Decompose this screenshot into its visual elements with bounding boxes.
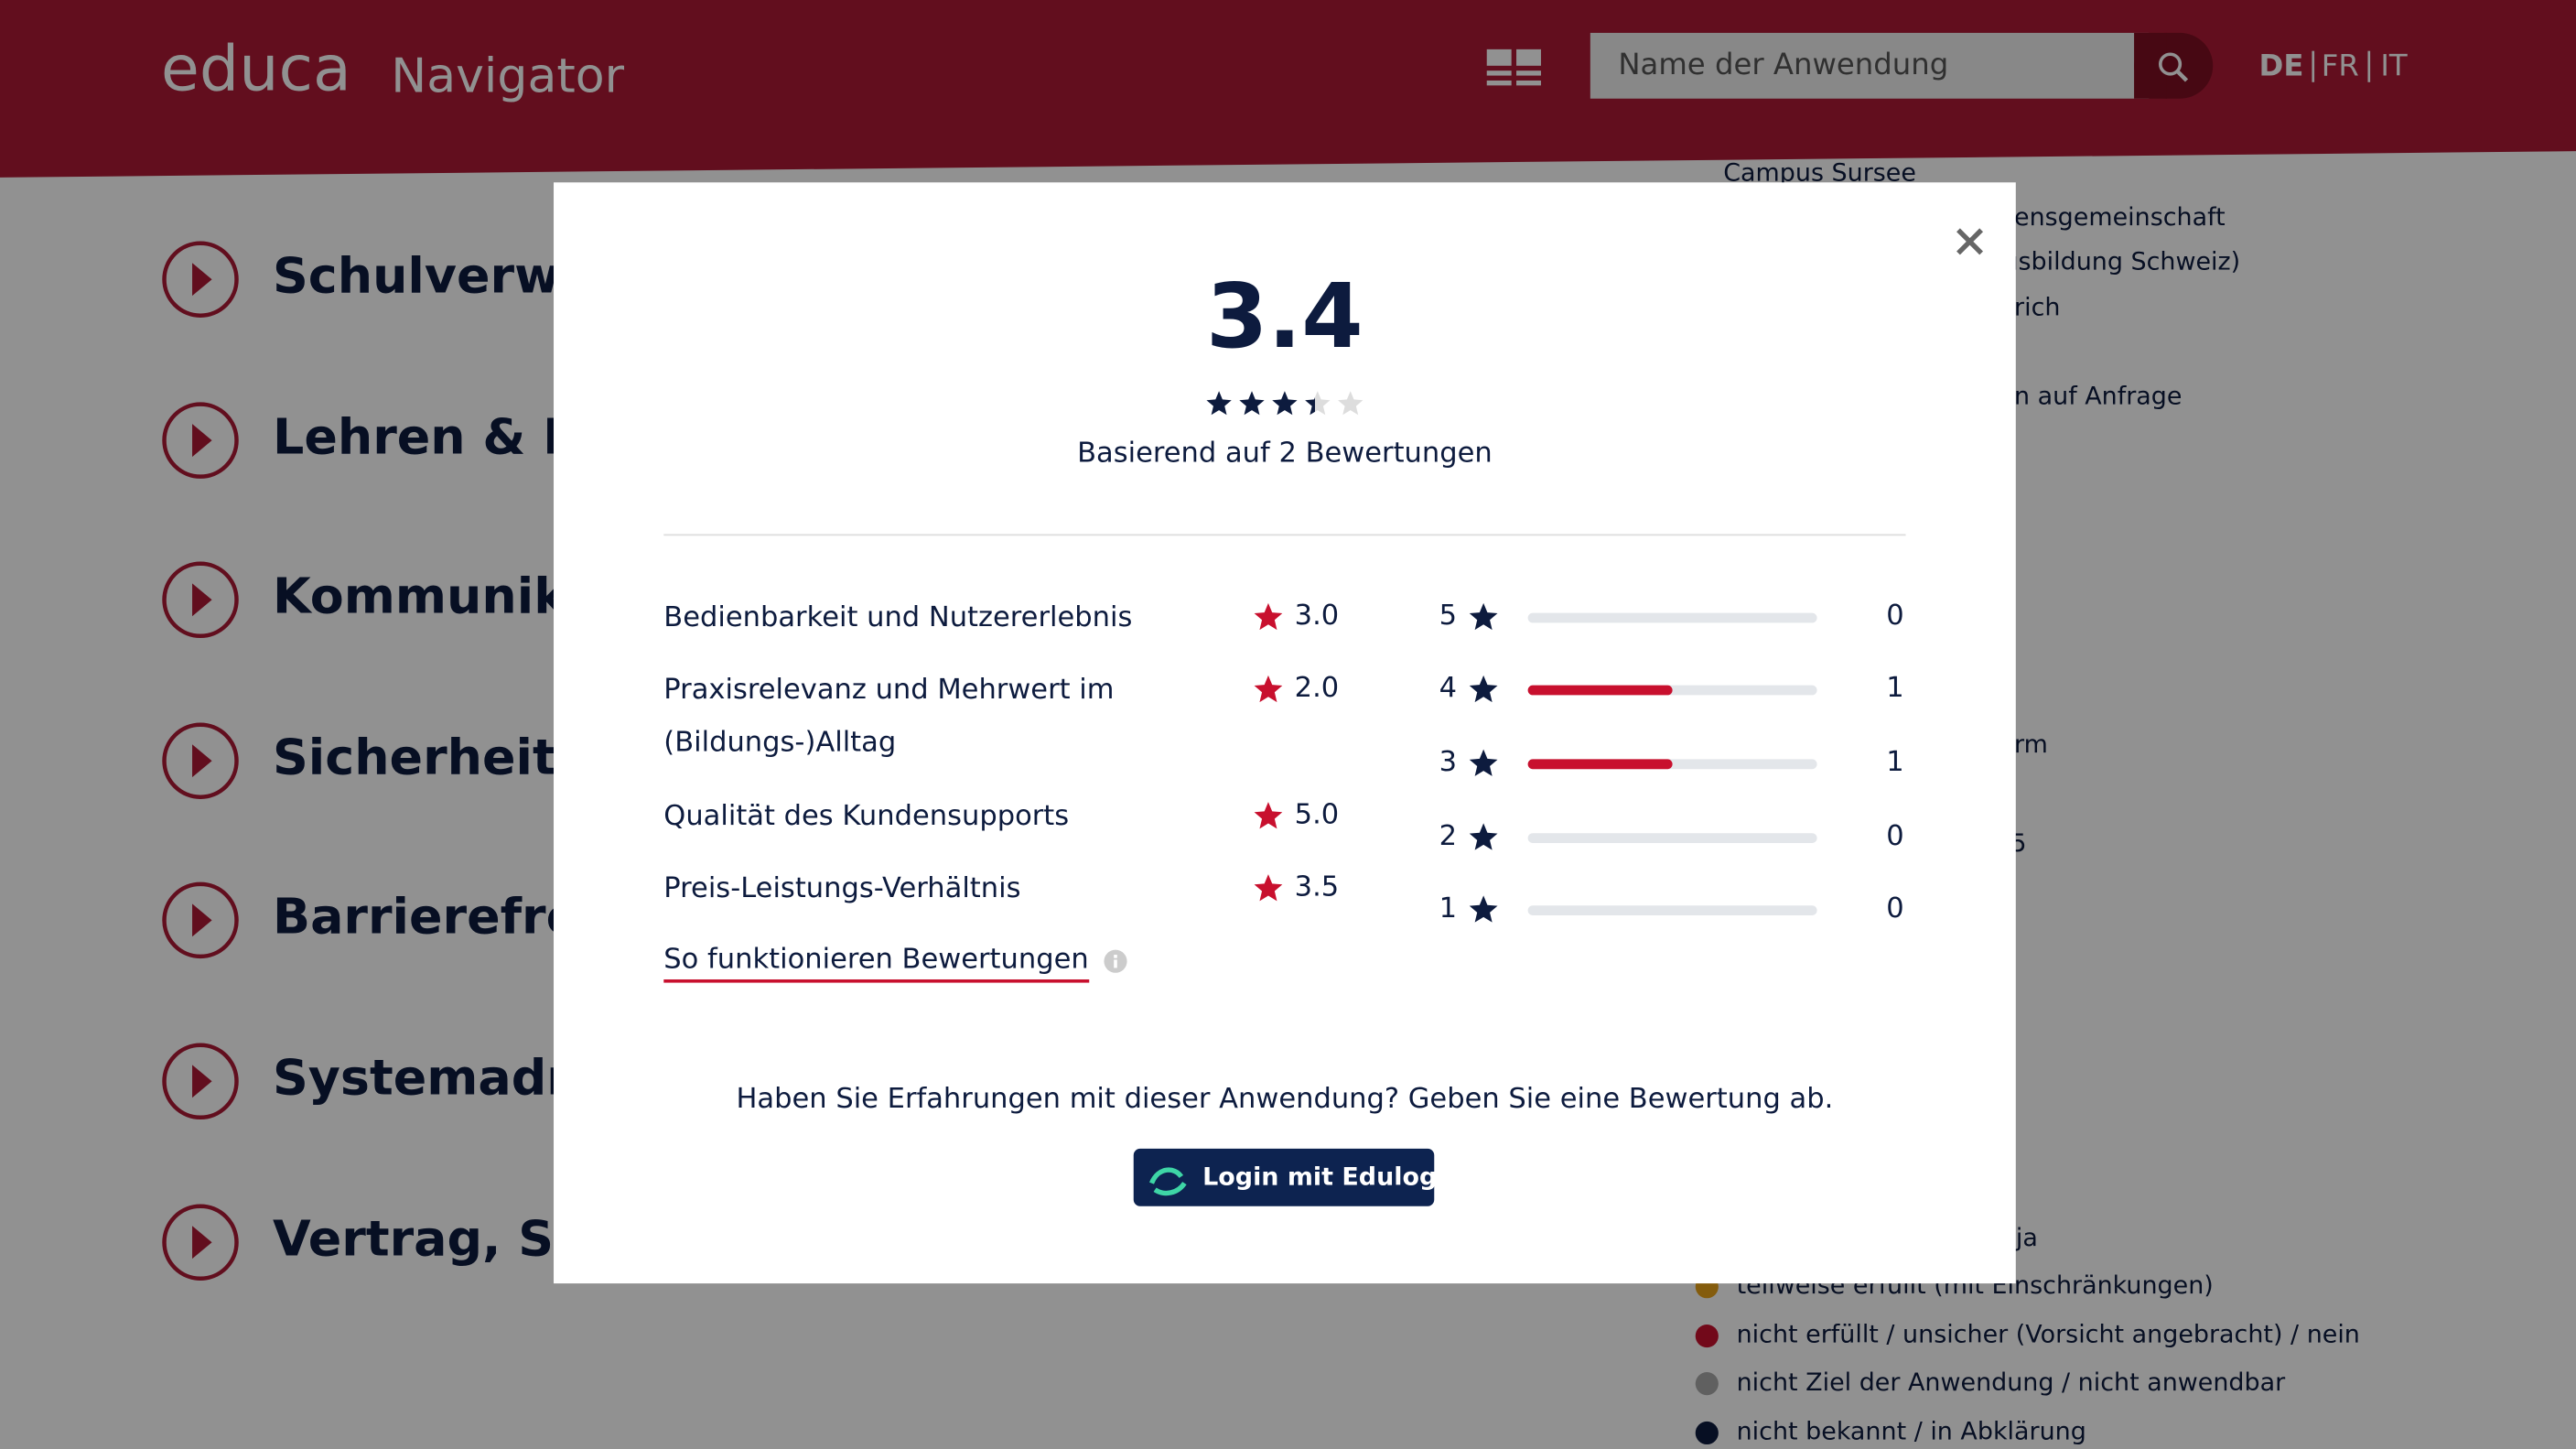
legend-icon — [1695, 1421, 1719, 1444]
info-icon[interactable] — [1103, 948, 1129, 975]
bar — [1527, 685, 1673, 696]
search-placeholder: Name der Anwendung — [1618, 48, 1949, 82]
expand-icon[interactable] — [161, 240, 240, 319]
divider — [663, 534, 1906, 536]
rating-star — [1338, 391, 1363, 416]
header-bg — [0, 0, 2576, 178]
level-star — [1469, 823, 1498, 850]
expand-icon[interactable] — [161, 561, 240, 640]
logo[interactable]: educa — [160, 32, 351, 105]
layout-icon[interactable] — [1486, 49, 1541, 86]
detail-text: rm — [2014, 730, 2048, 760]
level-star — [1469, 895, 1498, 923]
bar — [1527, 759, 1673, 770]
category-heading: Kommunika — [273, 568, 600, 627]
login-label: Login mit Edulog — [1202, 1162, 1438, 1192]
expand-icon[interactable] — [161, 400, 240, 479]
rating-star — [1206, 391, 1232, 416]
average-rating: 3.4 — [1206, 265, 1363, 369]
star-level: 2 — [1439, 819, 1458, 853]
count: 0 — [1886, 600, 1904, 633]
criterion-name: Preis-Leistungs-Verhältnis — [663, 872, 1021, 906]
help-link[interactable]: So funktionieren Bewertungen — [663, 943, 1089, 983]
expand-icon[interactable] — [161, 1202, 240, 1281]
detail-text: n auf Anfrage — [2014, 381, 2183, 411]
criterion-name: Praxisrelevanz und Mehrwert im (Bildungs… — [663, 674, 1115, 760]
login-button[interactable]: Login mit Edulog — [1133, 1148, 1438, 1206]
criterion-score: 3.0 — [1294, 600, 1340, 633]
star-level: 4 — [1439, 672, 1458, 706]
criterion-score: 3.5 — [1294, 870, 1340, 904]
bar-track — [1527, 833, 1817, 843]
category-heading: Schulverw — [273, 248, 560, 306]
lang-fr[interactable]: FR — [2321, 49, 2359, 84]
level-star — [1469, 675, 1498, 703]
category-heading: Barrierefrei — [273, 889, 597, 947]
star-level: 3 — [1439, 746, 1458, 779]
rating-star — [1305, 391, 1331, 416]
category-heading: Lehren & Le — [273, 408, 608, 467]
review-count: Basierend auf 2 Bewertungen — [1077, 437, 1493, 470]
product-name: Navigator — [391, 48, 625, 104]
legend-text: nicht Ziel der Anwendung / nicht anwendb… — [1736, 1368, 2286, 1398]
criterion-score: 5.0 — [1294, 798, 1340, 832]
legend-icon — [1695, 1372, 1719, 1396]
criterion-star — [1254, 802, 1283, 829]
legend-text: nicht bekannt / in Abklärung — [1736, 1415, 2086, 1446]
detail-text: usbildung Schweiz) — [2002, 246, 2241, 276]
detail-text: rich — [2014, 292, 2061, 322]
bar-track — [1527, 905, 1817, 915]
star-level: 1 — [1439, 892, 1458, 925]
cta-text: Haben Sie Erfahrungen mit dieser Anwendu… — [736, 1083, 1834, 1116]
legend-icon — [1695, 1324, 1719, 1347]
bar-track — [1527, 612, 1817, 623]
criterion-star — [1254, 874, 1283, 902]
criterion-star — [1254, 602, 1283, 631]
count: 1 — [1886, 746, 1904, 779]
count: 0 — [1886, 819, 1904, 853]
average-stars — [1206, 391, 1363, 416]
lang-de[interactable]: DE — [2258, 49, 2304, 84]
expand-icon[interactable] — [161, 721, 240, 800]
legend-text: nicht erfüllt / unsicher (Vorsicht angeb… — [1736, 1319, 2360, 1349]
close-button[interactable] — [1950, 222, 1989, 261]
count: 0 — [1886, 892, 1904, 925]
expand-icon[interactable] — [161, 881, 240, 960]
search-box[interactable] — [1590, 32, 2150, 99]
category-heading: Systemadm — [273, 1050, 598, 1108]
lang-it[interactable]: IT — [2380, 49, 2408, 84]
rating-modal: 3.4 Basierend auf 2 Bewertungen Bedienba… — [554, 182, 2016, 1284]
bar-track — [1527, 759, 1817, 770]
expand-icon[interactable] — [161, 1042, 240, 1120]
rating-star — [1272, 391, 1298, 416]
criterion-score: 2.0 — [1294, 672, 1340, 706]
criterion-name: Qualität des Kundensupports — [663, 800, 1070, 834]
detail-text: ensgemeinschaft — [2014, 201, 2226, 232]
bar-track — [1527, 685, 1817, 696]
level-star — [1469, 749, 1498, 776]
rating-star — [1239, 391, 1265, 416]
criterion-name: Bedienbarkeit und Nutzererlebnis — [663, 601, 1133, 634]
level-star — [1469, 602, 1498, 631]
detail-text: Campus Sursee — [1723, 157, 1916, 188]
star-level: 5 — [1439, 600, 1458, 633]
category-heading: Vertrag, Su — [273, 1210, 589, 1269]
count: 1 — [1886, 672, 1904, 706]
criterion-star — [1254, 675, 1283, 703]
